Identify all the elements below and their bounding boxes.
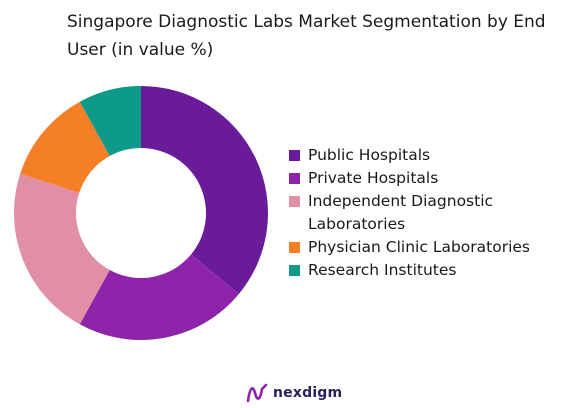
brand-footer: nexdigm [246,382,342,404]
donut-slice [141,86,268,294]
legend-swatch [289,196,300,207]
nexdigm-logo-icon [246,383,268,403]
donut-slice [79,254,239,340]
chart-title: Singapore Diagnostic Labs Market Segment… [67,12,546,60]
legend-swatch [289,150,300,161]
legend-swatch [289,265,300,276]
legend-label: Physician Clinic Laboratories [308,238,530,256]
legend-item: Research Institutes [289,259,579,282]
legend-label: Public Hospitals [308,146,431,164]
legend-label: Independent Diagnostic Laboratories [308,192,494,233]
legend-item: Public Hospitals [289,144,579,167]
brand-name: nexdigm [273,385,343,401]
legend-label: Research Institutes [308,261,457,279]
legend-swatch [289,242,300,253]
donut-slice [79,86,141,157]
chart-legend: Public Hospitals Private Hospitals Indep… [289,144,579,282]
legend-swatch [289,173,300,184]
donut-slice [20,101,110,193]
legend-label: Private Hospitals [308,169,439,187]
donut-slice [13,173,110,325]
legend-item: Physician Clinic Laboratories [289,236,579,259]
legend-item: Private Hospitals [289,167,579,190]
legend-item: Independent Diagnostic Laboratories [289,190,579,236]
